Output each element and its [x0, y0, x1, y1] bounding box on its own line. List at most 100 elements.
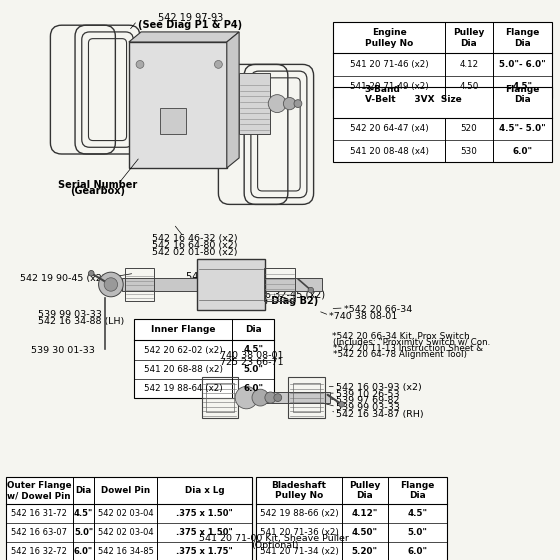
Text: 542 20 64-47 (x4): 542 20 64-47 (x4)	[350, 124, 428, 133]
Text: 5.0": 5.0"	[74, 528, 93, 537]
Text: *542 20 11-13 Instruction Sheet &: *542 20 11-13 Instruction Sheet &	[333, 344, 483, 353]
Text: 539 30 01-33: 539 30 01-33	[31, 346, 95, 355]
Text: Outer Flange
w/ Dowel Pin: Outer Flange w/ Dowel Pin	[7, 481, 72, 500]
Text: Engine
Pulley No: Engine Pulley No	[365, 28, 413, 48]
Text: 740 38 08-01: 740 38 08-01	[220, 351, 283, 360]
Text: Pulley
Dia: Pulley Dia	[453, 28, 485, 48]
Text: 541 20 71-00 Kit, Sheave Puller: 541 20 71-00 Kit, Sheave Puller	[199, 534, 349, 543]
Text: 541 20 71-49 (x2): 541 20 71-49 (x2)	[350, 82, 428, 91]
Text: Serial Number: Serial Number	[58, 180, 138, 190]
Text: (Optional): (Optional)	[251, 541, 298, 550]
Text: 6.0": 6.0"	[407, 547, 427, 556]
Text: 542 19 88-66 (x2): 542 19 88-66 (x2)	[260, 509, 338, 518]
Text: Flange
Dia: Flange Dia	[505, 85, 539, 104]
Text: 542 16 34-88 (LH): 542 16 34-88 (LH)	[38, 317, 124, 326]
Text: 4.5": 4.5"	[407, 509, 427, 518]
Text: 541 20 08-48 (x4): 541 20 08-48 (x4)	[349, 147, 429, 156]
Text: 3-Band
V-Belt      3VX  Size: 3-Band V-Belt 3VX Size	[365, 85, 461, 104]
Text: Dia: Dia	[75, 486, 92, 495]
Text: 541 20 71-46 (x2): 541 20 71-46 (x2)	[350, 60, 428, 69]
Polygon shape	[129, 32, 239, 42]
Text: Dia x Lg: Dia x Lg	[185, 486, 224, 495]
Text: 539 99 03-33: 539 99 03-33	[38, 310, 102, 319]
Text: 542 19 90-45 (x2): 542 19 90-45 (x2)	[20, 274, 105, 283]
FancyBboxPatch shape	[129, 42, 227, 168]
Text: 4.5": 4.5"	[512, 82, 532, 91]
Text: 6.0": 6.0"	[244, 384, 263, 393]
Text: Dia: Dia	[245, 325, 262, 334]
Polygon shape	[227, 32, 239, 168]
Text: 539 10 26-53: 539 10 26-53	[336, 390, 400, 399]
Circle shape	[283, 97, 296, 110]
Text: 542 16 32-45 (x2): 542 16 32-45 (x2)	[237, 290, 325, 300]
Text: 4.50": 4.50"	[352, 528, 377, 537]
Text: 542 20 62-02 (x2): 542 20 62-02 (x2)	[144, 346, 223, 354]
Text: 541 20 68-88 (x2): 541 20 68-88 (x2)	[144, 365, 223, 374]
Text: Inner Flange: Inner Flange	[151, 325, 216, 334]
Text: (Includes: "Proximity Switch w/ Con.: (Includes: "Proximity Switch w/ Con.	[333, 338, 490, 347]
Text: 725 23 66-71: 725 23 66-71	[220, 358, 283, 367]
Text: *542 20 64-78 Alignment Tool): *542 20 64-78 Alignment Tool)	[333, 350, 466, 359]
Text: 542 16 31-72: 542 16 31-72	[11, 509, 67, 518]
Text: Dowel Pin: Dowel Pin	[101, 486, 150, 495]
Text: Bladeshaft
Pulley No: Bladeshaft Pulley No	[272, 481, 326, 500]
Text: 542 20 65-34: 542 20 65-34	[186, 272, 251, 282]
Circle shape	[308, 287, 314, 293]
Text: .375 x 1.50": .375 x 1.50"	[176, 528, 233, 537]
FancyBboxPatch shape	[6, 477, 252, 560]
Text: 542 19 88-64 (x2): 542 19 88-64 (x2)	[144, 384, 223, 393]
Circle shape	[294, 100, 302, 108]
Text: 542 16 34-85: 542 16 34-85	[97, 547, 153, 556]
Text: 542 19 97-93: 542 19 97-93	[158, 13, 223, 23]
Text: 542 02 01-80 (x2): 542 02 01-80 (x2)	[152, 248, 237, 256]
Text: 4.50: 4.50	[459, 82, 479, 91]
Circle shape	[265, 392, 276, 403]
FancyBboxPatch shape	[333, 22, 552, 98]
Text: 4.5": 4.5"	[74, 509, 93, 518]
Text: 542 02 03-04: 542 02 03-04	[97, 528, 153, 537]
Circle shape	[99, 272, 123, 297]
Text: Flange
Dia: Flange Dia	[400, 481, 435, 500]
Text: 542 16 34-87 (RH): 542 16 34-87 (RH)	[336, 410, 423, 419]
Text: 6.0": 6.0"	[74, 547, 93, 556]
Text: 542 16 63-07: 542 16 63-07	[11, 528, 67, 537]
Text: *542 20 66-34: *542 20 66-34	[344, 305, 412, 314]
Text: 542 16 46-32 (x2): 542 16 46-32 (x2)	[152, 234, 237, 243]
Circle shape	[88, 270, 94, 276]
FancyBboxPatch shape	[239, 73, 270, 134]
Text: *542 20 66-34 Kit, Prox Switch: *542 20 66-34 Kit, Prox Switch	[332, 332, 469, 340]
Circle shape	[104, 278, 118, 291]
FancyBboxPatch shape	[238, 392, 330, 403]
Text: (See Diag P1 & P4): (See Diag P1 & P4)	[138, 20, 242, 30]
Text: 4.5": 4.5"	[244, 346, 263, 354]
Text: 5.0": 5.0"	[407, 528, 427, 537]
Circle shape	[268, 95, 286, 113]
Circle shape	[214, 60, 222, 68]
Text: 4.12: 4.12	[459, 60, 479, 69]
Text: 5.0"- 6.0": 5.0"- 6.0"	[499, 60, 545, 69]
Text: 542 02 03-04: 542 02 03-04	[97, 509, 153, 518]
Text: .375 x 1.75": .375 x 1.75"	[176, 547, 233, 556]
FancyBboxPatch shape	[160, 108, 186, 134]
Text: (Gearbox): (Gearbox)	[71, 186, 125, 196]
Text: *740 38 08-01: *740 38 08-01	[329, 312, 398, 321]
Text: 6.0": 6.0"	[512, 147, 532, 156]
Circle shape	[252, 389, 269, 406]
Text: Flange
Dia: Flange Dia	[505, 28, 539, 48]
Circle shape	[235, 386, 258, 409]
Text: 4.12": 4.12"	[351, 509, 378, 518]
Text: 5.20": 5.20"	[352, 547, 377, 556]
Circle shape	[339, 402, 344, 407]
Text: 542 16 03-93 (x2): 542 16 03-93 (x2)	[336, 383, 422, 392]
Text: 541 20 71-34 (x2): 541 20 71-34 (x2)	[260, 547, 338, 556]
Text: (See Diag B2): (See Diag B2)	[244, 296, 319, 306]
Text: 539 99 03-33: 539 99 03-33	[336, 403, 400, 412]
Text: 542 16 64-80 (x2): 542 16 64-80 (x2)	[152, 241, 237, 250]
Circle shape	[136, 60, 144, 68]
FancyBboxPatch shape	[333, 87, 552, 162]
Text: 530: 530	[460, 147, 478, 156]
Text: 539 97 69-82: 539 97 69-82	[336, 396, 399, 405]
Text: 4.5"- 5.0": 4.5"- 5.0"	[499, 124, 545, 133]
Text: .375 x 1.50": .375 x 1.50"	[176, 509, 233, 518]
FancyBboxPatch shape	[122, 278, 322, 291]
